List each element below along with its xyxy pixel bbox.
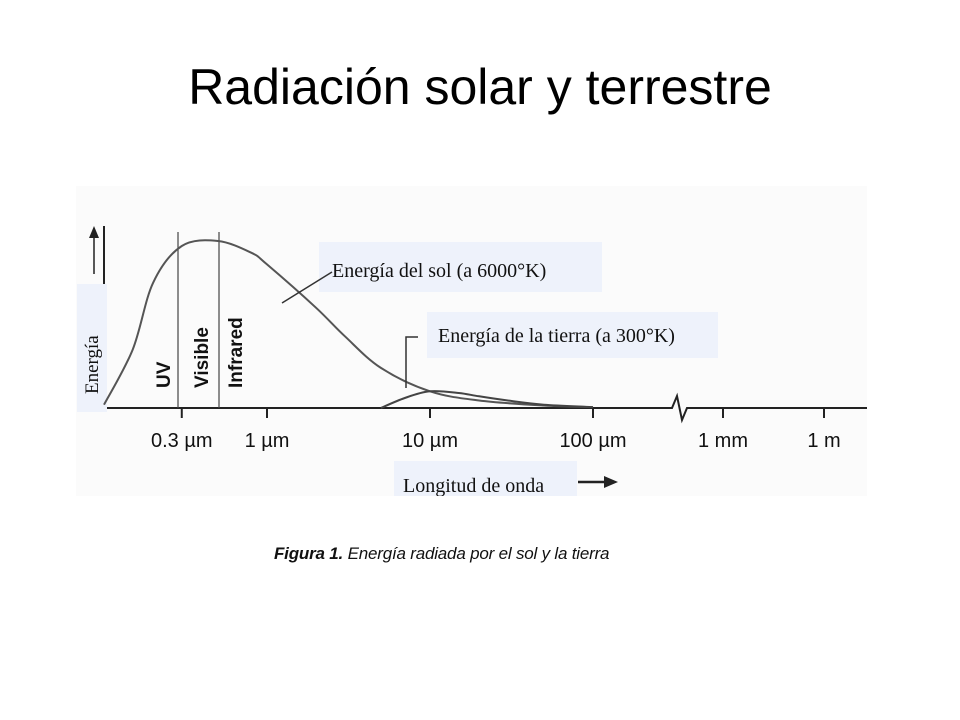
x-tick-label: 1 mm [698, 430, 748, 452]
y-axis-label: Energía [82, 335, 103, 394]
x-tick-label: 100 µm [559, 430, 626, 452]
ylabel-box [77, 284, 107, 412]
region-label-visible: Visible [192, 327, 213, 388]
x-axis-label: Longitud de onda [403, 475, 544, 496]
slide-title: Radiación solar y terrestre [188, 59, 772, 115]
series-line-earth [380, 390, 594, 409]
earth-label-pointer [405, 336, 418, 388]
series-label-sun: Energía del sol (a 6000°K) [332, 260, 546, 282]
region-label-uv: UV [154, 361, 175, 388]
x-tick-label: 0.3 µm [151, 430, 213, 452]
region-label-infrared: Infrared [226, 317, 247, 388]
series-line-sun [103, 239, 594, 409]
x-tick-label: 1 m [807, 430, 840, 452]
radiation-chart: Energía UV Visible Infrared Energía del … [76, 186, 867, 496]
sun-label-pointer [281, 271, 333, 304]
x-tick-label: 1 µm [245, 430, 290, 452]
x-ticks: 0.3 µm 1 µm 10 µm 100 µm 1 mm 1 m [151, 408, 841, 452]
figure-caption: Figura 1. Energía radiada por el sol y l… [274, 544, 694, 564]
x-tick-label: 10 µm [402, 430, 458, 452]
series-label-earth: Energía de la tierra (a 300°K) [438, 325, 675, 347]
caption-text: Energía radiada por el sol y la tierra [347, 544, 610, 563]
axis-break [661, 392, 867, 424]
xlabel-box [394, 461, 577, 496]
caption-label: Figura 1. [274, 544, 344, 563]
y-arrow-head [89, 226, 99, 238]
earth-label-box [427, 312, 718, 358]
x-arrow-head [604, 476, 618, 488]
sun-label-box [319, 242, 602, 292]
